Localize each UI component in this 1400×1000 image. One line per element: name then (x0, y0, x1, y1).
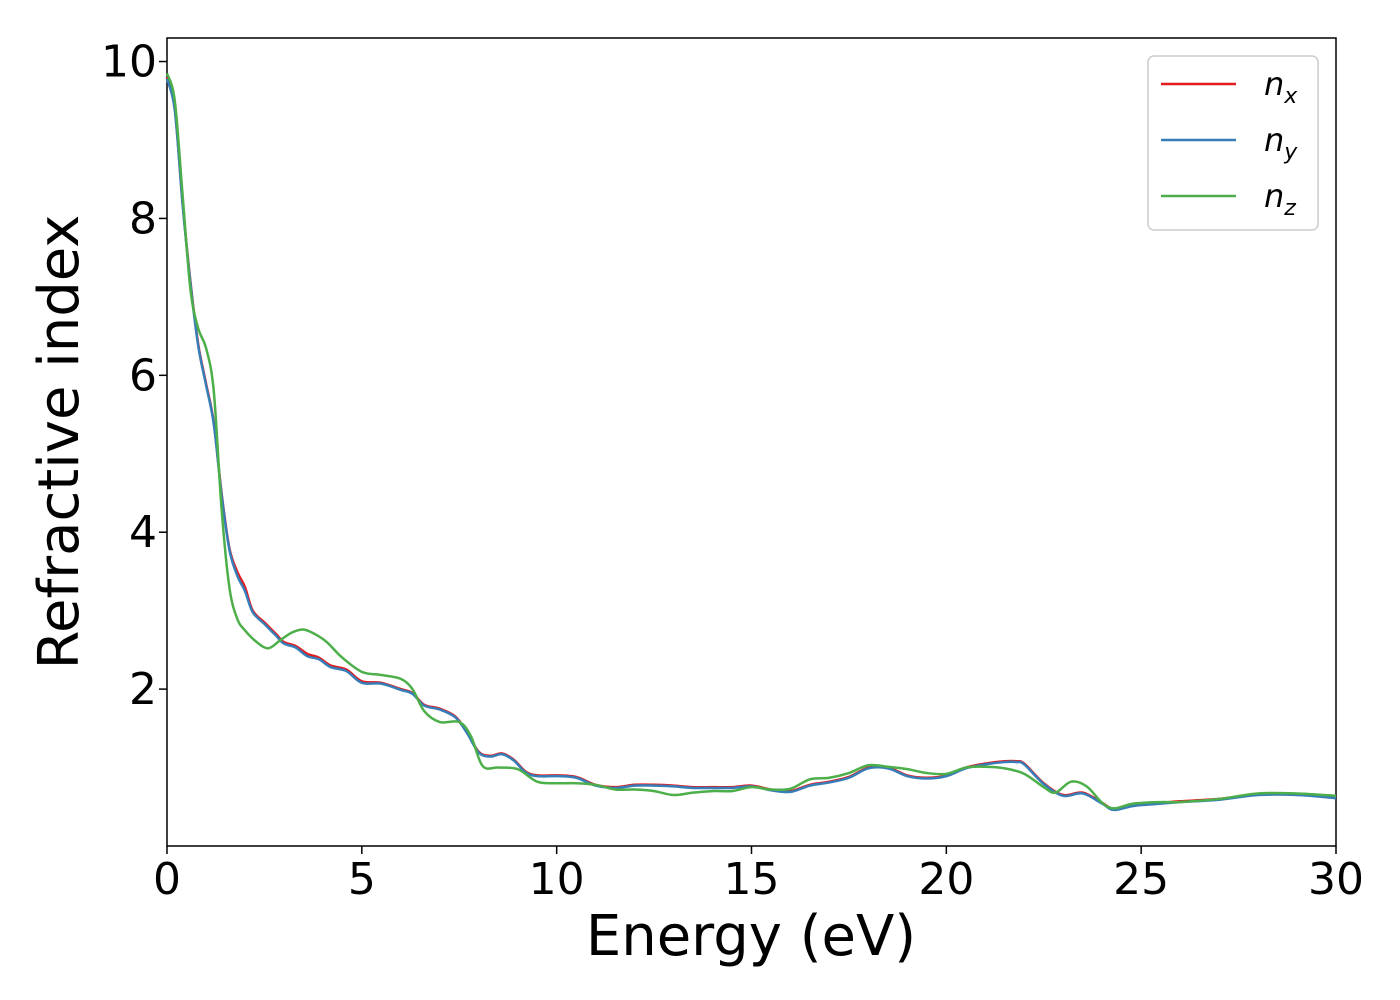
x-tick-label: 0 (153, 854, 181, 905)
legend-label-subscript: x (1283, 84, 1298, 109)
y-tick-label: 6 (129, 350, 157, 401)
x-tick-label: 20 (918, 854, 974, 905)
x-axis-ticks: 0 5 10 15 20 25 30 (153, 846, 1364, 905)
legend-label-subscript: y (1283, 140, 1298, 165)
x-tick-label: 25 (1113, 854, 1169, 905)
legend-box (1147, 55, 1319, 231)
legend-label-base: n (1264, 121, 1284, 159)
series-line-n-z (165, 72, 1337, 810)
x-tick-label: 5 (348, 854, 376, 905)
legend-label-base: n (1264, 65, 1284, 103)
y-tick-label: 4 (129, 507, 157, 558)
legend-label: ny (1264, 121, 1298, 165)
y-tick-label: 8 (129, 193, 157, 244)
x-tick-label: 10 (529, 854, 585, 905)
y-axis-ticks: 2 4 6 8 10 (101, 37, 167, 715)
x-tick-label: 30 (1308, 854, 1364, 905)
legend-label-subscript: z (1283, 196, 1296, 221)
y-axis-label: Refractive index (27, 215, 92, 670)
legend-label-base: n (1264, 177, 1284, 215)
series-layer (165, 72, 1337, 812)
series-line-n-y (165, 78, 1337, 812)
legend-label: nz (1264, 177, 1296, 221)
x-tick-label: 15 (724, 854, 780, 905)
legend-label: nx (1264, 65, 1298, 109)
y-tick-label: 10 (101, 37, 157, 88)
y-tick-label: 2 (129, 664, 157, 715)
x-axis-label: Energy (eV) (586, 904, 916, 969)
